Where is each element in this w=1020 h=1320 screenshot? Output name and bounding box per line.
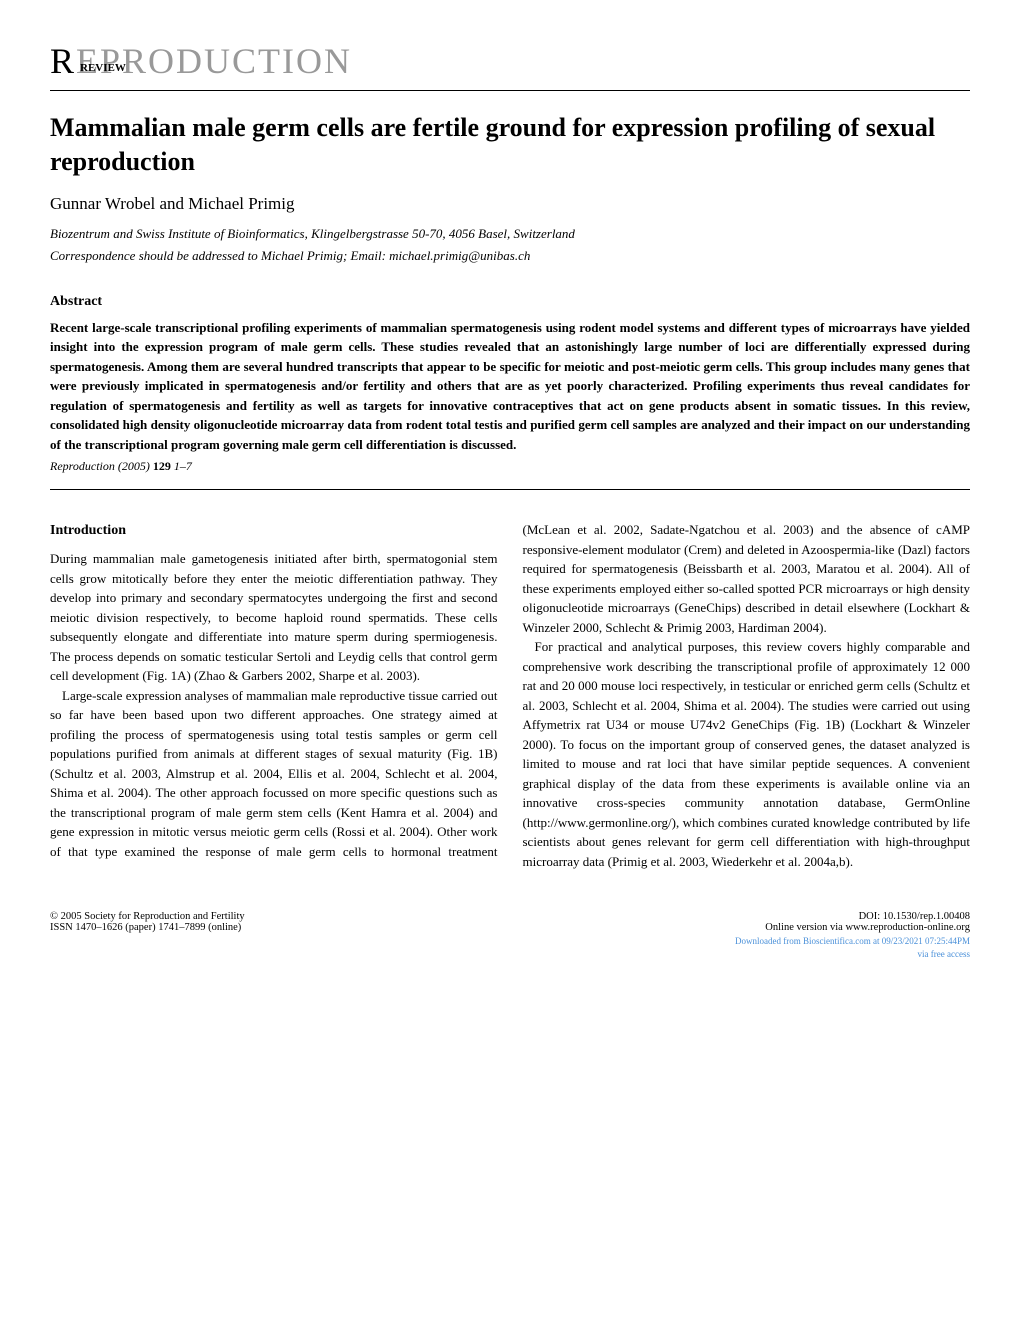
introduction-heading: Introduction	[50, 520, 498, 541]
abstract-heading: Abstract	[50, 294, 970, 310]
intro-para-1: During mammalian male gametogenesis init…	[50, 549, 498, 686]
footer: © 2005 Society for Reproduction and Fert…	[50, 911, 970, 959]
article-title: Mammalian male germ cells are fertile gr…	[50, 111, 970, 179]
citation-volume: 129	[153, 459, 171, 473]
online-version: Online version via www.reproduction-onli…	[735, 922, 970, 933]
citation-pages: 1–7	[174, 459, 192, 473]
citation-journal: Reproduction	[50, 459, 115, 473]
header-rule	[50, 90, 970, 91]
watermark-1: Downloaded from Bioscientifica.com at 09…	[735, 936, 970, 946]
correspondence: Correspondence should be addressed to Mi…	[50, 248, 970, 264]
citation-line: Reproduction (2005) 129 1–7	[50, 459, 970, 474]
issn: ISSN 1470–1626 (paper) 1741–7899 (online…	[50, 922, 245, 933]
doi: DOI: 10.1530/rep.1.00408	[735, 911, 970, 922]
authors: Gunnar Wrobel and Michael Primig	[50, 194, 970, 214]
footer-right: DOI: 10.1530/rep.1.00408 Online version …	[735, 911, 970, 959]
watermark-2: via free access	[735, 949, 970, 959]
review-label: REVIEW	[80, 62, 126, 74]
copyright: © 2005 Society for Reproduction and Fert…	[50, 911, 245, 922]
footer-left: © 2005 Society for Reproduction and Fert…	[50, 911, 245, 959]
affiliation: Biozentrum and Swiss Institute of Bioinf…	[50, 226, 970, 242]
journal-header: REPRODUCTION REVIEW	[50, 40, 970, 82]
abstract-rule	[50, 489, 970, 490]
abstract-text: Recent large-scale transcriptional profi…	[50, 318, 970, 455]
body-columns: Introduction During mammalian male gamet…	[50, 520, 970, 871]
intro-para-3: For practical and analytical purposes, t…	[523, 637, 971, 871]
citation-year: (2005)	[118, 459, 150, 473]
